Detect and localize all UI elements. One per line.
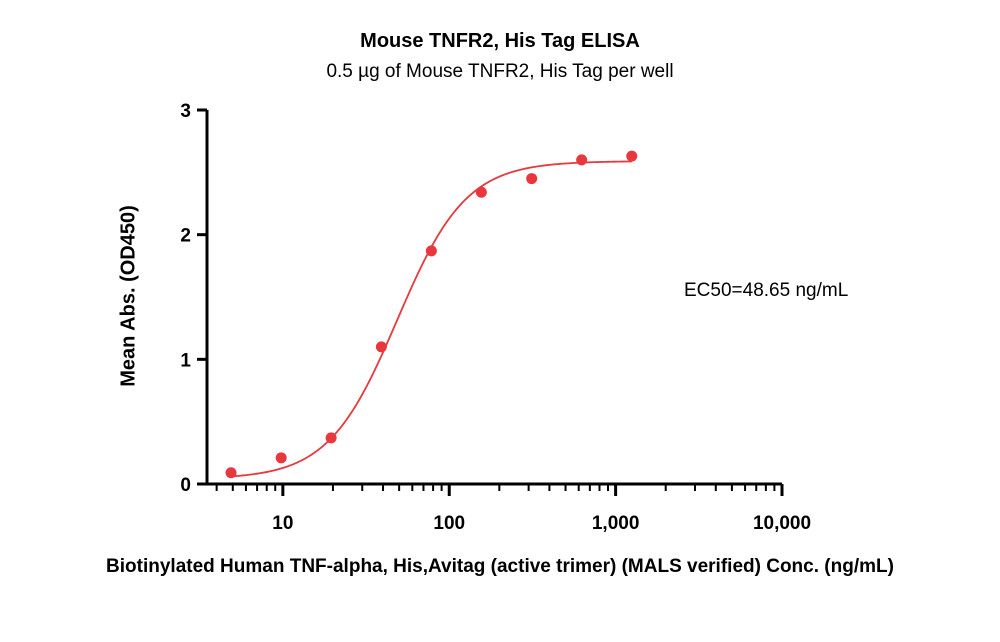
ec50-annotation: EC50=48.65 ng/mL (684, 280, 849, 301)
y-tick-label: 3 (180, 101, 191, 122)
chart-subtitle: 0.5 µg of Mouse TNFR2, His Tag per well (326, 61, 674, 82)
data-point (375, 341, 387, 353)
data-point (275, 452, 287, 464)
y-tick-label: 2 (180, 226, 191, 247)
chart-title: Mouse TNFR2, His Tag ELISA (360, 30, 640, 52)
data-point (626, 150, 638, 162)
y-axis-label: Mean Abs. (OD450) (117, 205, 140, 387)
data-point (576, 154, 588, 166)
y-tick-label: 1 (180, 350, 191, 371)
data-point (475, 186, 487, 198)
data-point (325, 432, 337, 444)
data-point (225, 467, 237, 479)
data-point (526, 173, 538, 185)
y-tick-label: 0 (180, 475, 191, 496)
data-point (425, 245, 437, 257)
x-tick-label: 1,000 (592, 513, 640, 534)
x-tick-label: 10,000 (753, 513, 811, 534)
x-tick-label: 100 (433, 513, 465, 534)
fit-curve (230, 160, 632, 478)
x-axis-label: Biotinylated Human TNF-alpha, His,Avitag… (106, 556, 894, 577)
x-tick-label: 10 (272, 513, 293, 534)
